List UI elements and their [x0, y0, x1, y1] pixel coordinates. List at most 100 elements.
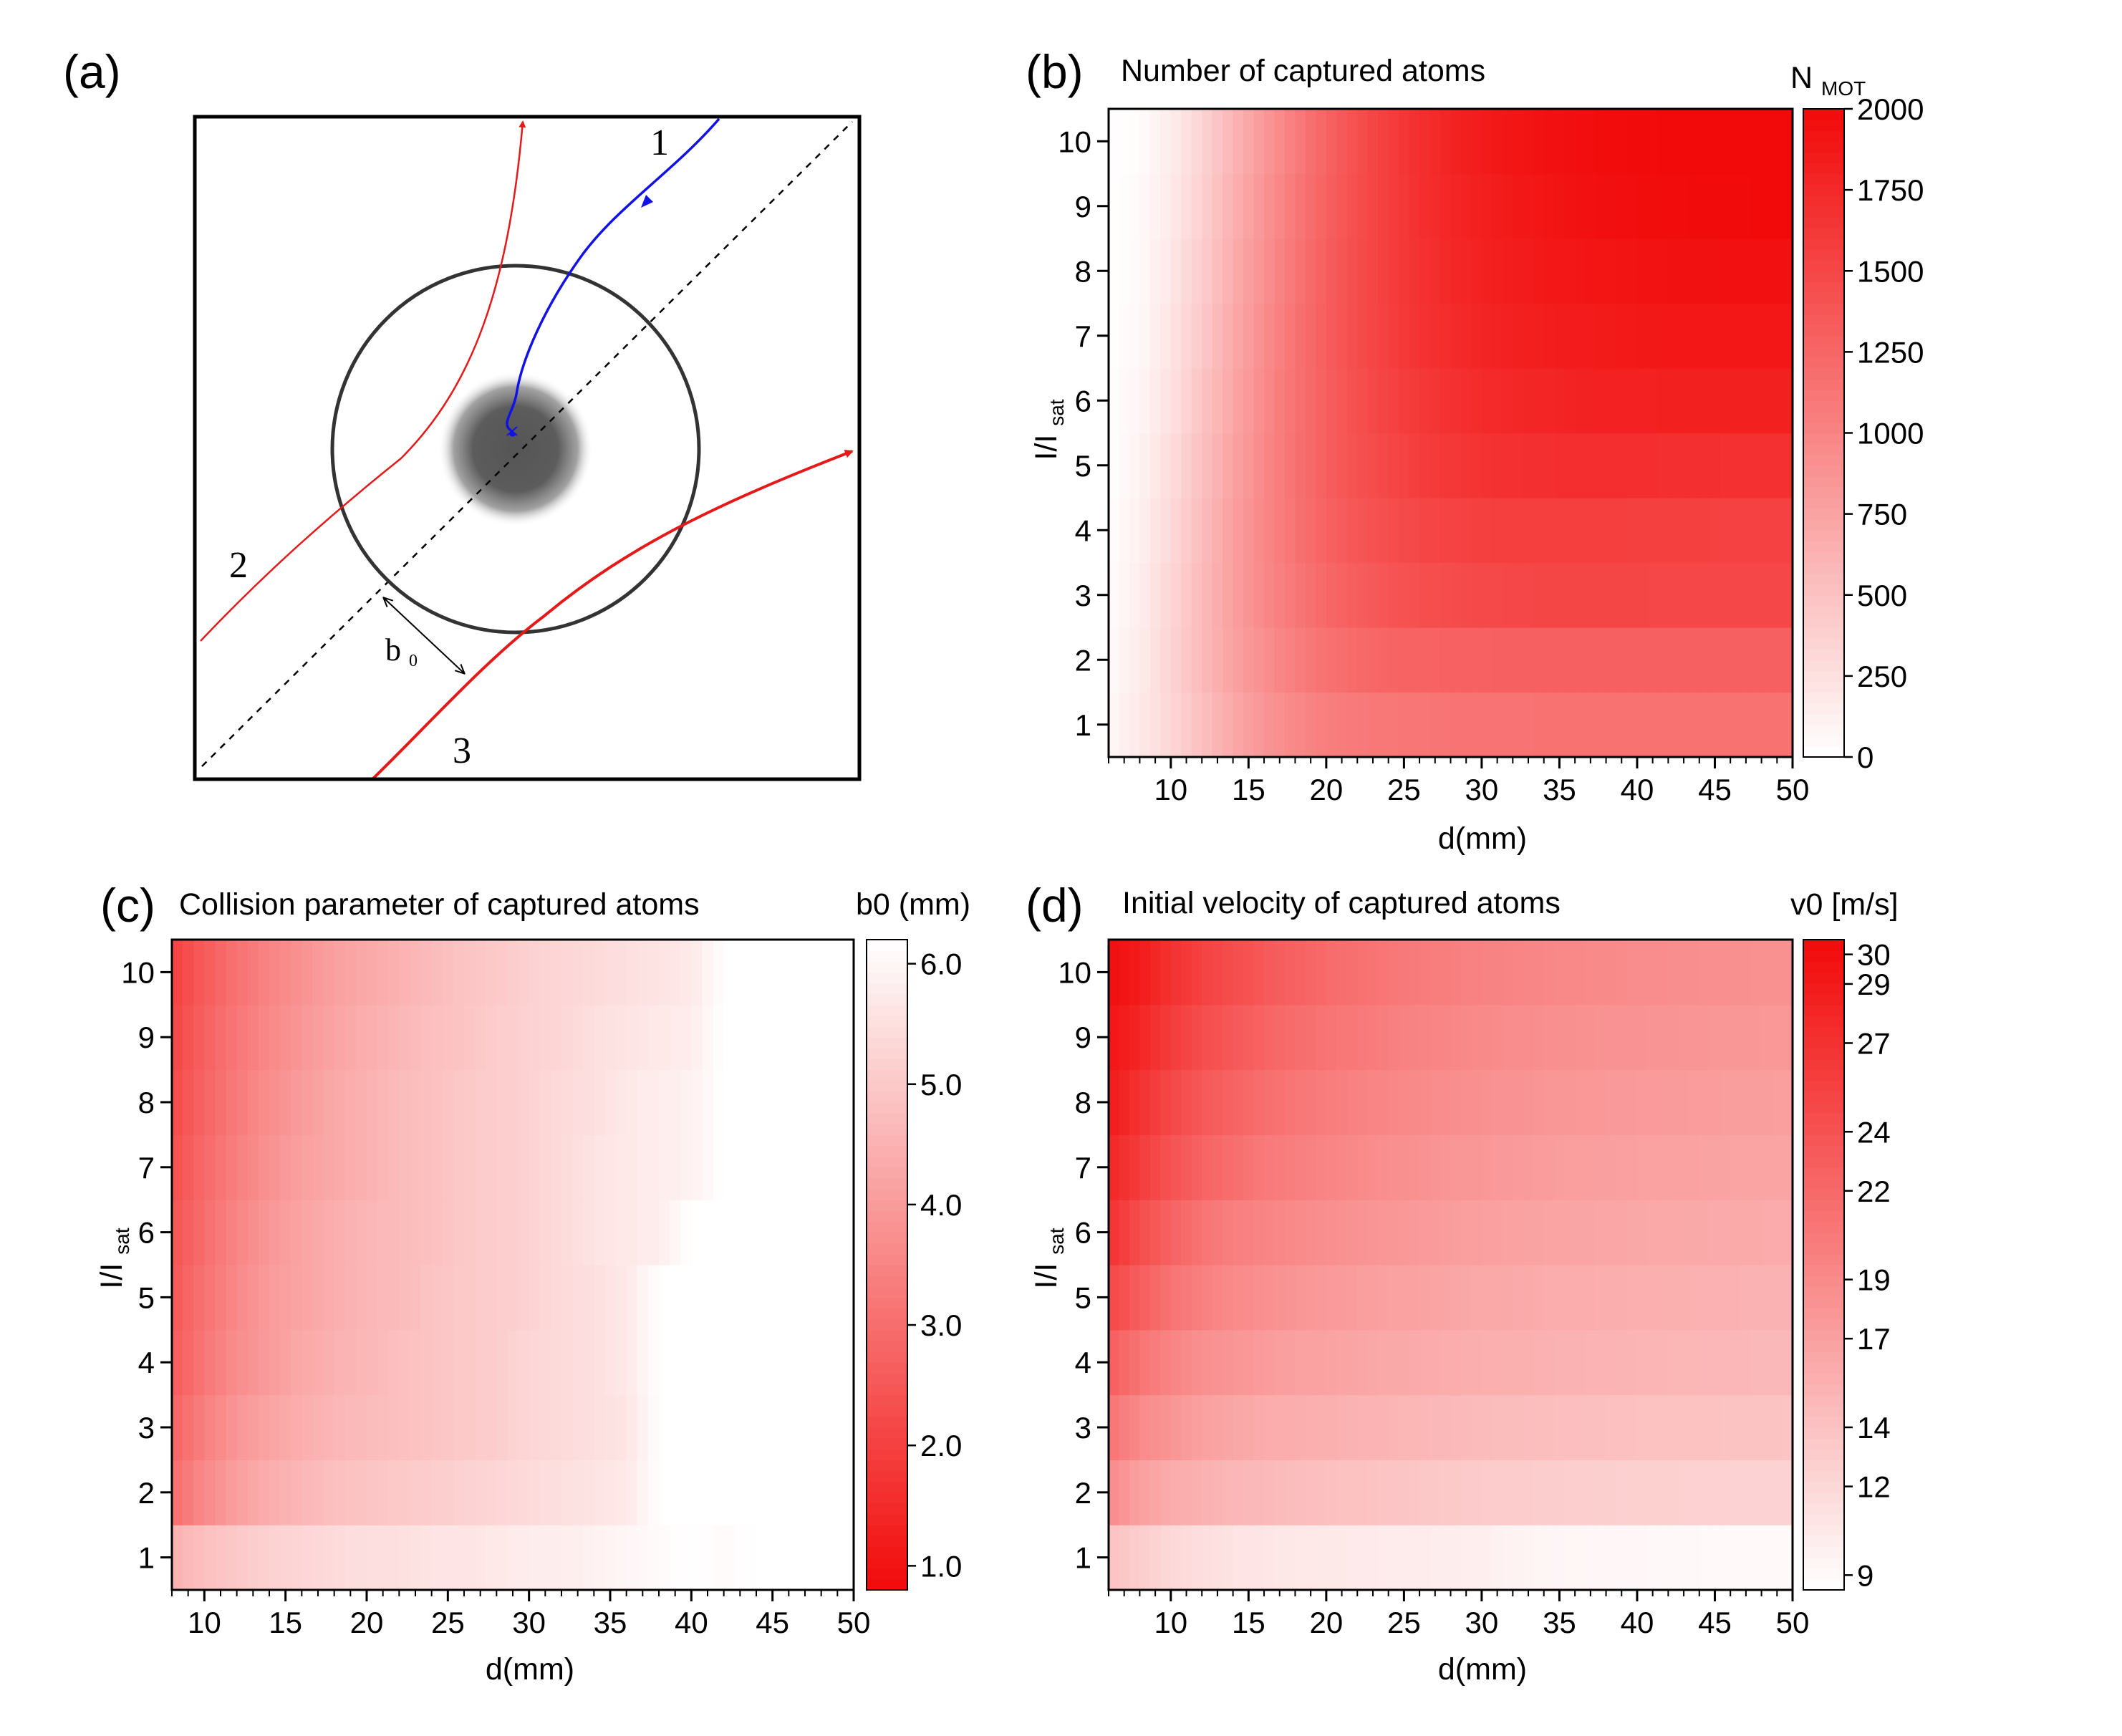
heatmap-cell [831, 1460, 844, 1525]
heatmap-cell [442, 1004, 454, 1071]
colorbar-swatch [1803, 519, 1844, 531]
heatmap-cell [1149, 109, 1161, 175]
colorbar-swatch [1803, 1080, 1844, 1092]
heatmap-cell [1585, 1200, 1596, 1265]
heatmap-cell [1429, 498, 1441, 564]
heatmap-cell [1513, 940, 1524, 1006]
heatmap-cell [1202, 173, 1213, 239]
heatmap-cell [1668, 1525, 1679, 1591]
heatmap-cell [1440, 1525, 1452, 1591]
heatmap-cell [1264, 109, 1275, 175]
heatmap-cell [842, 1329, 854, 1396]
heatmap-cell [637, 1329, 649, 1396]
heatmap-cell [1564, 498, 1576, 564]
heatmap-cell [486, 1394, 497, 1460]
heatmap-cell [420, 1394, 433, 1460]
heatmap-cell [1730, 109, 1742, 175]
heatmap-cell [1336, 368, 1348, 434]
heatmap-cell [1202, 1265, 1213, 1331]
heatmap-cell [1346, 1329, 1358, 1396]
panel-b-heatmap [1109, 109, 1793, 758]
heatmap-cell [1513, 433, 1524, 498]
heatmap-cell [1264, 433, 1275, 498]
panel-c-ylabel-main: I/I [95, 1263, 129, 1289]
heatmap-cell [1554, 1200, 1566, 1265]
heatmap-cell [1460, 1525, 1472, 1591]
heatmap-cell [1409, 940, 1420, 1006]
heatmap-cell [1782, 109, 1793, 175]
heatmap-cell [1233, 692, 1244, 758]
heatmap-cell [247, 1394, 259, 1460]
heatmap-cell [1543, 1265, 1555, 1331]
heatmap-cell [1233, 1004, 1244, 1071]
heatmap-cell [1575, 238, 1586, 304]
heatmap-cell [1170, 1069, 1182, 1135]
heatmap-cell [1460, 1004, 1472, 1071]
colorbar-swatch [1803, 1102, 1844, 1114]
x-tick-label: 15 [269, 1606, 302, 1639]
heatmap-cell [258, 1460, 270, 1525]
heatmap-cell [615, 1460, 627, 1525]
heatmap-cell [583, 1525, 594, 1591]
heatmap-cell [1305, 498, 1316, 564]
heatmap-cell [1139, 109, 1151, 175]
panel-b-xlabel: d(mm) [1438, 821, 1527, 856]
heatmap-cell [1720, 433, 1731, 498]
heatmap-cell [745, 1525, 757, 1591]
heatmap-cell [1109, 238, 1120, 304]
heatmap-cell [1585, 1329, 1596, 1396]
heatmap-cell [1657, 498, 1669, 564]
heatmap-cell [193, 940, 205, 1006]
heatmap-cell [367, 1004, 378, 1071]
heatmap-cell [1316, 498, 1327, 564]
heatmap-cell [1606, 1460, 1617, 1525]
heatmap-cell [1647, 1460, 1659, 1525]
heatmap-cell [215, 1460, 227, 1525]
heatmap-cell [183, 940, 194, 1006]
heatmap-cell [1460, 433, 1472, 498]
heatmap-cell [637, 1004, 649, 1071]
heatmap-cell [269, 1265, 281, 1331]
heatmap-cell [1243, 498, 1255, 564]
heatmap-cell [1782, 368, 1793, 434]
heatmap-cell [410, 1525, 422, 1591]
heatmap-cell [1450, 368, 1462, 434]
heatmap-cell [1450, 562, 1462, 628]
panel-c-xlabel: d(mm) [486, 1652, 574, 1687]
heatmap-cell [1450, 433, 1462, 498]
heatmap-cell [594, 1329, 606, 1396]
heatmap-cell [1492, 1200, 1503, 1265]
heatmap-cell [1419, 627, 1431, 693]
heatmap-cell [1274, 109, 1286, 175]
heatmap-cell [1460, 1134, 1472, 1200]
heatmap-cell [1253, 238, 1265, 304]
heatmap-cell [1367, 1134, 1379, 1200]
heatmap-cell [377, 1525, 389, 1591]
heatmap-cell [1596, 1265, 1607, 1331]
heatmap-cell [1409, 173, 1420, 239]
heatmap-cell [799, 1265, 811, 1331]
heatmap-cell [518, 1200, 530, 1265]
heatmap-cell [1170, 368, 1182, 434]
heatmap-cell [723, 1329, 736, 1396]
heatmap-cell [1388, 368, 1399, 434]
heatmap-cell [778, 940, 789, 1006]
heatmap-cell [1492, 368, 1503, 434]
heatmap-cell [1264, 1460, 1275, 1525]
heatmap-cell [1212, 109, 1223, 175]
heatmap-cell [670, 1134, 681, 1200]
heatmap-cell [1305, 173, 1316, 239]
heatmap-cell [1222, 173, 1234, 239]
heatmap-cell [831, 1329, 844, 1396]
heatmap-cell [1160, 1265, 1172, 1331]
heatmap-cell [1139, 433, 1151, 498]
heatmap-cell [1181, 692, 1192, 758]
heatmap-cell [1149, 1265, 1161, 1331]
heatmap-cell [367, 1460, 378, 1525]
heatmap-cell [1616, 692, 1628, 758]
heatmap-cell [1160, 498, 1172, 564]
heatmap-cell [1626, 109, 1638, 175]
heatmap-cell [204, 1394, 216, 1460]
heatmap-cell [1772, 1460, 1783, 1525]
colorbar-swatch [1803, 950, 1844, 962]
